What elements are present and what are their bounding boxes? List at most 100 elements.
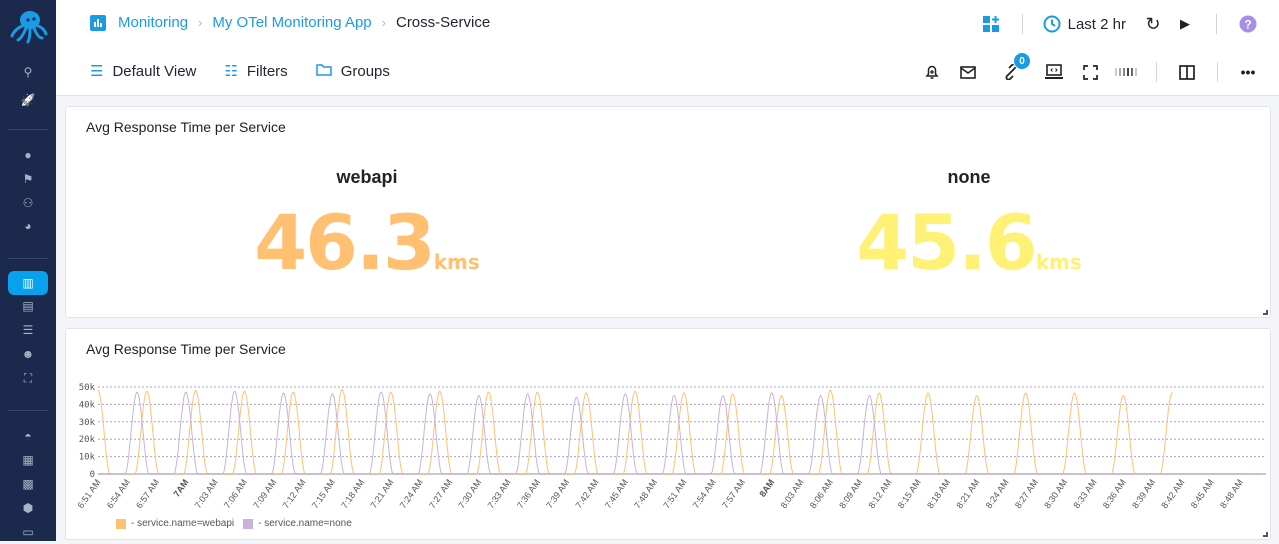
legend-swatch-none: [243, 518, 254, 529]
divider: [1156, 62, 1157, 82]
resize-handle[interactable]: [1263, 532, 1268, 537]
y-tick-label: 0: [90, 470, 95, 480]
data-point: [536, 391, 539, 393]
density-icon[interactable]: [1115, 61, 1137, 83]
data-point: [673, 395, 675, 397]
sidebar-divider: [8, 410, 48, 411]
data-point: [1122, 395, 1124, 397]
sidebar-item-alert[interactable]: ●: [8, 143, 48, 167]
fullscreen-icon[interactable]: [1079, 61, 1101, 83]
alert-icon: ●: [24, 148, 32, 162]
add-panel-icon[interactable]: [980, 13, 1002, 35]
x-tick-label: 8:06 AM: [808, 477, 835, 510]
play-icon[interactable]: ▶: [1180, 16, 1190, 31]
data-point: [429, 393, 431, 395]
filters-button[interactable]: ☷ Filters: [224, 62, 287, 81]
x-tick-label: 8:33 AM: [1072, 477, 1099, 510]
groups-label: Groups: [340, 62, 390, 80]
filter-icon: ☷: [224, 63, 238, 80]
chevron-right-icon: ›: [381, 15, 386, 30]
y-tick-label: 10k: [79, 453, 96, 463]
breadcrumb-current: Cross-Service: [395, 14, 491, 31]
sidebar-item-topology[interactable]: ⚇: [8, 191, 48, 215]
data-point: [292, 391, 294, 393]
data-point: [624, 393, 626, 395]
data-point: [634, 390, 636, 392]
x-tick-label: 7:15 AM: [310, 477, 337, 510]
panel-title: Avg Response Time per Service: [86, 119, 286, 135]
sidebar-item-scan[interactable]: ⛶: [8, 366, 48, 390]
sidebar-item-grid[interactable]: ▩: [8, 472, 48, 496]
stat-panel: Avg Response Time per Service webapi 46.…: [65, 106, 1271, 318]
links-count-badge: 0: [1013, 52, 1031, 70]
x-tick-label: 8AM: [757, 477, 776, 498]
time-range-picker[interactable]: Last 2 hr: [1043, 15, 1126, 33]
data-point: [732, 393, 734, 395]
y-tick-label: 30k: [79, 418, 96, 428]
breadcrumb-app[interactable]: My OTel Monitoring App: [212, 14, 372, 31]
help-icon[interactable]: ?: [1237, 13, 1259, 35]
sidebar-item-incognito[interactable]: ◓: [8, 424, 48, 448]
split-view-icon[interactable]: [1176, 61, 1198, 83]
x-tick-label: 8:12 AM: [866, 477, 893, 510]
x-tick-label: 8:39 AM: [1130, 477, 1157, 510]
divider: [1217, 62, 1218, 82]
y-tick-label: 50k: [79, 383, 96, 393]
x-tick-label: 6:51 AM: [76, 477, 103, 510]
sidebar-divider: [8, 258, 48, 259]
sidebar-item-robot[interactable]: ☻: [8, 342, 48, 366]
x-tick-label: 7:21 AM: [368, 477, 395, 510]
refresh-icon[interactable]: ↻: [1145, 13, 1161, 34]
data-point: [585, 392, 587, 394]
default-view-button[interactable]: ☰ Default View: [90, 62, 197, 81]
stat-webapi: webapi 46.3kms: [167, 167, 567, 287]
sidebar-item-settings-hex[interactable]: ⬢: [8, 496, 48, 520]
mail-icon[interactable]: [957, 61, 979, 83]
data-point: [878, 392, 880, 394]
sidebar-item-search[interactable]: ⚲: [8, 60, 48, 84]
sidebar-item-dashboard-gauge[interactable]: ◕: [8, 214, 48, 238]
sidebar-item-rocket[interactable]: 🚀: [8, 88, 48, 112]
x-tick-label: 8:03 AM: [779, 477, 806, 510]
keyboard-icon: ▭: [22, 525, 34, 539]
sidebar-item-flag[interactable]: ⚑: [8, 167, 48, 191]
y-tick-label: 20k: [79, 435, 96, 445]
data-point: [575, 396, 578, 399]
breadcrumb-monitoring[interactable]: Monitoring: [118, 14, 189, 31]
x-tick-label: 7AM: [171, 477, 190, 498]
groups-button[interactable]: Groups: [315, 62, 390, 80]
divider: [1021, 14, 1023, 34]
link-icon[interactable]: 0: [1000, 52, 1031, 83]
data-point: [380, 391, 382, 393]
octopus-logo-icon[interactable]: [8, 8, 48, 44]
stat-unit: kms: [1035, 250, 1082, 274]
x-tick-label: 8:36 AM: [1101, 477, 1128, 510]
default-view-label: Default View: [112, 62, 197, 80]
y-tick-label: 40k: [79, 400, 96, 410]
data-point: [1171, 392, 1173, 394]
data-point: [136, 391, 138, 393]
legend-webapi[interactable]: - service.name=webapi: [131, 518, 235, 529]
data-point: [195, 389, 197, 392]
legend-none[interactable]: - service.name=none: [258, 518, 352, 529]
more-icon[interactable]: •••: [1240, 64, 1256, 80]
sidebar-item-sliders[interactable]: ☰: [8, 318, 48, 342]
x-tick-label: 7:36 AM: [515, 477, 542, 510]
monitoring-app-icon: [90, 14, 106, 31]
x-tick-label: 8:24 AM: [984, 477, 1011, 510]
resize-handle[interactable]: [1263, 310, 1268, 315]
response-time-chart: 0 10k 20k 30k 40k 50k 6:51 AM 6:54 AM 6:57 AM 7AM…: [76, 383, 1266, 510]
x-tick-label: 7:45 AM: [603, 477, 630, 510]
sidebar-item-document[interactable]: ▤: [8, 294, 48, 318]
chart-legend: - service.name=webapi - service.name=non…: [116, 518, 352, 529]
sidebar-item-table[interactable]: ▦: [8, 448, 48, 472]
x-tick-label: 7:18 AM: [339, 477, 366, 510]
breadcrumb: Monitoring › My OTel Monitoring App › Cr…: [90, 14, 490, 31]
incognito-icon: ◓: [24, 429, 32, 443]
x-tick-label: 7:24 AM: [398, 477, 425, 510]
x-tick-label: 7:54 AM: [691, 477, 718, 510]
embed-icon[interactable]: [1043, 61, 1065, 83]
sidebar-item-monitoring[interactable]: ▥: [8, 271, 48, 295]
sidebar-item-keyboard[interactable]: ▭: [8, 520, 48, 544]
alert-bell-icon[interactable]: [921, 61, 943, 83]
